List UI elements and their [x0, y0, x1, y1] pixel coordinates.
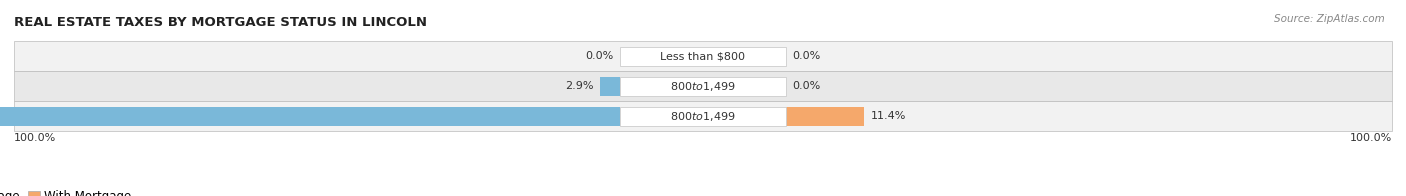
Text: 2.9%: 2.9%: [565, 81, 593, 91]
Text: 0.0%: 0.0%: [793, 81, 821, 91]
Text: $800 to $1,499: $800 to $1,499: [671, 80, 735, 93]
Bar: [620, 47, 786, 66]
Text: Less than $800: Less than $800: [661, 51, 745, 61]
Text: 0.0%: 0.0%: [793, 51, 821, 61]
Bar: [620, 107, 786, 126]
Text: 0.0%: 0.0%: [585, 51, 613, 61]
Text: 100.0%: 100.0%: [1350, 133, 1392, 143]
Bar: [14, 101, 1392, 131]
Text: $800 to $1,499: $800 to $1,499: [671, 110, 735, 123]
Bar: [14, 41, 1392, 71]
Text: 100.0%: 100.0%: [14, 133, 56, 143]
Bar: [620, 77, 786, 96]
Text: Source: ZipAtlas.com: Source: ZipAtlas.com: [1274, 14, 1385, 24]
Bar: [0, 107, 620, 126]
Bar: [14, 71, 1392, 101]
Text: 11.4%: 11.4%: [872, 111, 907, 121]
Text: REAL ESTATE TAXES BY MORTGAGE STATUS IN LINCOLN: REAL ESTATE TAXES BY MORTGAGE STATUS IN …: [14, 15, 427, 29]
Bar: [786, 107, 865, 126]
Bar: [600, 77, 620, 96]
Legend: Without Mortgage, With Mortgage: Without Mortgage, With Mortgage: [0, 186, 136, 196]
